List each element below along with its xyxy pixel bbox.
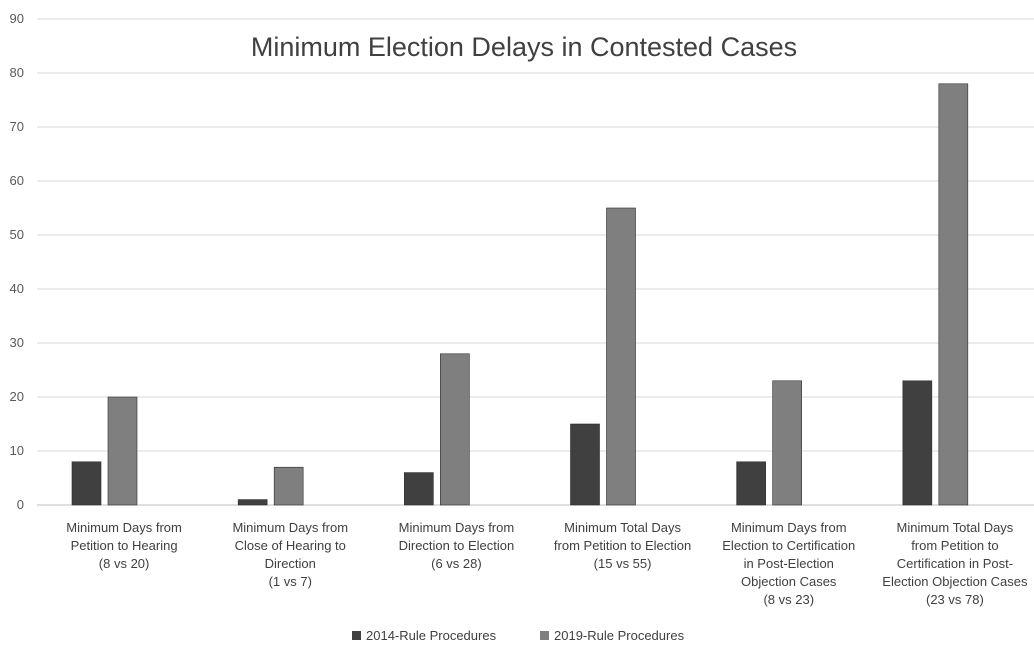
- category-label: Minimum Days from Direction to Election (6…: [399, 520, 515, 571]
- bar-series-2019: [273, 466, 304, 506]
- y-axis-ticks: 0 10 20 30 40 50 60 70 80 90: [10, 11, 24, 512]
- bar-series-2019: [440, 353, 470, 506]
- category-label-line: Minimum Days from: [232, 520, 348, 535]
- category-label-line: Objection Cases: [741, 574, 837, 589]
- y-tick-label: 0: [17, 497, 24, 512]
- y-tick-label: 50: [10, 227, 24, 242]
- category-label-line: (1 vs 7): [269, 574, 312, 589]
- gridlines: [37, 18, 1034, 506]
- category-label-line: from Petition to Election: [554, 538, 691, 553]
- y-tick-label: 20: [10, 389, 24, 404]
- x-axis-labels: Minimum Days from Petition to Hearing (8 v…: [66, 520, 1028, 607]
- legend-label: 2019-Rule Procedures: [554, 628, 685, 643]
- bar-series-2014: [902, 380, 933, 506]
- y-tick-label: 30: [10, 335, 24, 350]
- category-label-line: (23 vs 78): [926, 592, 984, 607]
- bars: [71, 83, 969, 506]
- category-label-line: (15 vs 55): [594, 556, 652, 571]
- bar-series-2019: [938, 83, 969, 506]
- bar-series-2014: [736, 461, 766, 506]
- y-tick-label: 80: [10, 65, 24, 80]
- category-label: Minimum Total Days from Petition to Certif…: [882, 520, 1028, 607]
- bar-series-2019: [107, 396, 138, 506]
- category-label-line: (8 vs 23): [763, 592, 814, 607]
- bar-series-2014: [237, 499, 268, 506]
- category-label-line: Direction: [265, 556, 316, 571]
- category-label: Minimum Days from Petition to Hearing (8 v…: [66, 520, 182, 571]
- legend: 2014-Rule Procedures 2019-Rule Procedures: [352, 628, 685, 643]
- category-label-line: Minimum Days from: [66, 520, 182, 535]
- category-label-line: (8 vs 20): [99, 556, 150, 571]
- category-label-line: in Post-Election: [744, 556, 834, 571]
- category-label-line: Minimum Total Days: [897, 520, 1014, 535]
- bar-series-2014: [71, 461, 102, 506]
- legend-swatch: [540, 631, 549, 640]
- category-label: Minimum Total Days from Petition to Elect…: [554, 520, 691, 571]
- category-label-line: Petition to Hearing: [71, 538, 178, 553]
- y-tick-label: 60: [10, 173, 24, 188]
- category-label-line: Close of Hearing to: [235, 538, 346, 553]
- category-label-line: Election Objection Cases: [882, 574, 1028, 589]
- category-label-line: Certification in Post-: [897, 556, 1013, 571]
- category-label-line: from Petition to: [911, 538, 998, 553]
- y-tick-label: 90: [10, 11, 24, 26]
- legend-label: 2014-Rule Procedures: [366, 628, 497, 643]
- category-label-line: Direction to Election: [399, 538, 515, 553]
- y-tick-label: 70: [10, 119, 24, 134]
- legend-swatch: [352, 631, 361, 640]
- category-label-line: Minimum Total Days: [564, 520, 681, 535]
- y-tick-label: 10: [10, 443, 24, 458]
- category-label-line: Election to Certification: [722, 538, 855, 553]
- category-label-line: Minimum Days from: [731, 520, 847, 535]
- category-label-line: Minimum Days from: [399, 520, 515, 535]
- category-label: Minimum Days from Close of Hearing to Dire…: [232, 520, 348, 589]
- bar-series-2014: [570, 423, 600, 506]
- category-label: Minimum Days from Election to Certificati…: [722, 520, 855, 607]
- category-label-line: (6 vs 28): [431, 556, 482, 571]
- y-tick-label: 40: [10, 281, 24, 296]
- bar-series-2019: [772, 380, 802, 506]
- bar-series-2014: [404, 472, 434, 506]
- bar-series-2019: [606, 207, 636, 506]
- chart-title: Minimum Election Delays in Contested Cas…: [251, 32, 797, 62]
